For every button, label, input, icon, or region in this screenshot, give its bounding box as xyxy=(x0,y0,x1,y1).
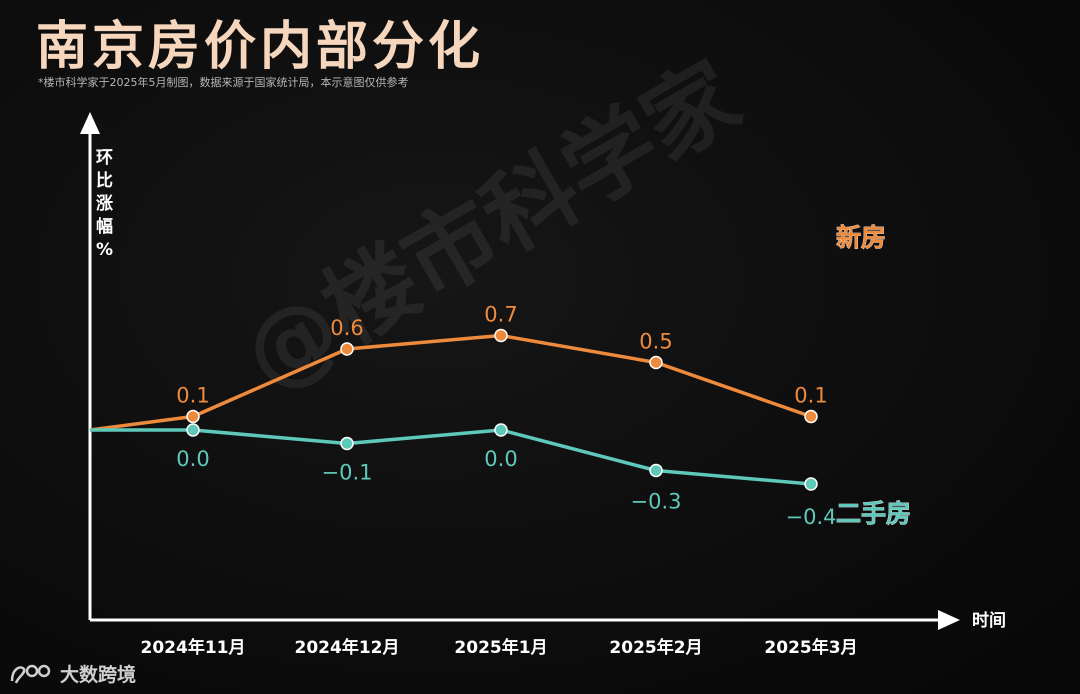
data-point xyxy=(804,409,818,424)
data-point xyxy=(494,423,508,437)
data-label: 0.7 xyxy=(484,303,517,327)
data-label: 0.1 xyxy=(176,384,209,408)
data-label: 0.5 xyxy=(639,330,672,354)
data-point xyxy=(804,477,818,491)
x-tick-label: 2025年2月 xyxy=(609,637,702,658)
data-label: 0.0 xyxy=(484,447,517,471)
data-label: −0.4 xyxy=(786,505,837,529)
footer-brand: 大数跨境 xyxy=(8,660,136,687)
y-axis-label: 环比涨幅% xyxy=(96,148,113,260)
data-label: 0.1 xyxy=(794,384,827,408)
series-line-resale-home xyxy=(90,428,812,486)
x-axis-arrow-icon xyxy=(938,610,960,630)
series-line-new-home xyxy=(89,333,812,432)
x-tick-label: 2025年3月 xyxy=(764,637,857,658)
data-point xyxy=(649,355,663,370)
brand-name: 大数跨境 xyxy=(60,664,137,686)
data-point xyxy=(649,463,663,478)
chart-title: 南京房价内部分化 xyxy=(36,16,485,77)
data-label: −0.3 xyxy=(631,490,682,514)
chart-subtitle: *楼市科学家于2025年5月制图，数据来源于国家统计局，本示意图仅供参考 xyxy=(38,76,409,89)
x-tick-label: 2024年11月 xyxy=(141,637,246,658)
x-tick-label: 2025年1月 xyxy=(454,637,547,658)
series-name-label: 新房 xyxy=(836,223,886,252)
data-point xyxy=(186,409,200,424)
x-tick-label: 2024年12月 xyxy=(295,637,400,658)
series-name-label: 二手房 xyxy=(836,499,911,528)
data-label: 0.0 xyxy=(176,447,209,471)
data-point xyxy=(340,342,354,356)
brand-logo-icon xyxy=(10,664,51,684)
data-label: −0.1 xyxy=(322,461,373,485)
x-axis-label: 时间 xyxy=(972,610,1006,631)
data-label: 0.6 xyxy=(330,316,363,340)
data-point xyxy=(494,328,508,343)
data-point xyxy=(186,423,200,437)
y-axis-arrow-icon xyxy=(80,112,100,134)
data-point xyxy=(340,436,354,451)
